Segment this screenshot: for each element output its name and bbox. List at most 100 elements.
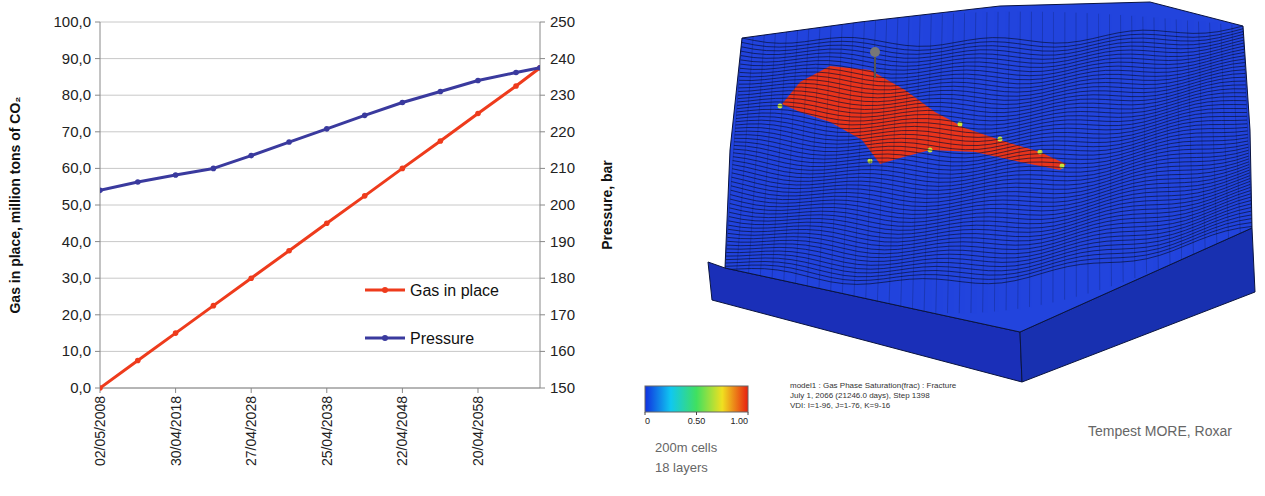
grid-line-3d bbox=[748, 35, 764, 275]
series-marker bbox=[248, 275, 254, 281]
legend-label: Pressure bbox=[410, 330, 474, 347]
grid-line-3d bbox=[784, 30, 798, 286]
grid-line bbox=[100, 22, 540, 23]
grid-note: 200m cells bbox=[655, 440, 718, 455]
grid-line-3d bbox=[1176, 19, 1182, 259]
grid-line-3d bbox=[734, 131, 1248, 166]
grid-line-3d bbox=[948, 14, 954, 314]
series-marker bbox=[324, 221, 330, 227]
x-tick-label: 02/05/2008 bbox=[92, 396, 108, 466]
colorbar-tick bbox=[645, 412, 646, 415]
grid-line-3d bbox=[726, 211, 1251, 269]
y-tick-label: 80,0 bbox=[62, 86, 91, 103]
y-tick bbox=[95, 388, 100, 389]
grid-line-3d bbox=[994, 12, 998, 312]
y2-tick-label: 230 bbox=[550, 86, 575, 103]
well-head bbox=[870, 47, 880, 57]
y2-tick-label: 160 bbox=[550, 342, 575, 359]
caption: VDI: I=1-96, J=1-76, K=9-16 bbox=[790, 401, 891, 410]
y2-tick bbox=[540, 95, 545, 96]
grid-line-3d bbox=[741, 40, 1244, 66]
series-marker bbox=[362, 113, 368, 119]
y-tick-label: 60,0 bbox=[62, 159, 91, 176]
y2-tick bbox=[540, 278, 545, 279]
y-tick bbox=[95, 351, 100, 352]
grid-line-3d bbox=[1109, 14, 1111, 286]
grid-line-3d bbox=[819, 25, 831, 295]
grid-line-3d bbox=[983, 12, 987, 312]
grid-line-3d bbox=[1232, 25, 1240, 233]
plume-edge bbox=[868, 159, 873, 164]
grid-note: 18 layers bbox=[655, 460, 708, 475]
grid-line-3d bbox=[731, 156, 1248, 198]
grid-line-3d bbox=[1243, 26, 1252, 228]
grid-line-3d bbox=[738, 77, 1246, 109]
x-axis bbox=[100, 388, 540, 389]
grid-line-3d bbox=[736, 101, 1247, 134]
grid-line bbox=[100, 278, 540, 279]
grid-line-3d bbox=[740, 49, 1244, 78]
grid-line bbox=[100, 95, 540, 96]
series-marker bbox=[438, 89, 444, 95]
y2-axis-title: Pressure, bar bbox=[599, 160, 615, 250]
grid-line-3d bbox=[1187, 20, 1193, 254]
y-tick-label: 20,0 bbox=[62, 306, 91, 323]
y-tick bbox=[95, 22, 100, 23]
y-tick-label: 50,0 bbox=[62, 196, 91, 213]
grid-line-3d bbox=[1210, 23, 1217, 244]
x-tick bbox=[402, 388, 403, 393]
grid-line-3d bbox=[740, 43, 1244, 70]
colorbar-label: 0.50 bbox=[688, 416, 706, 426]
series-marker bbox=[513, 70, 519, 76]
grid-line-3d bbox=[728, 187, 1250, 242]
y-tick-label: 70,0 bbox=[62, 123, 91, 140]
grid-line-3d bbox=[725, 223, 1252, 281]
y-tick-label: 40,0 bbox=[62, 233, 91, 250]
grid-line-3d bbox=[1052, 12, 1054, 302]
y2-tick bbox=[540, 58, 545, 59]
model-view: 00.501.00model1 : Gas Phase Saturation(f… bbox=[645, 2, 1255, 475]
grid-line bbox=[100, 314, 540, 315]
legend-marker bbox=[382, 335, 388, 341]
y-axis bbox=[100, 22, 101, 388]
grid-line-3d bbox=[733, 138, 1248, 175]
grid-line-3d bbox=[1064, 12, 1065, 299]
series-marker bbox=[400, 100, 406, 106]
grid-line-3d bbox=[726, 208, 1251, 266]
y2-tick bbox=[540, 168, 545, 169]
series-marker bbox=[362, 193, 368, 199]
y-tick-label: 30,0 bbox=[62, 269, 91, 286]
grid-line-3d bbox=[830, 24, 842, 298]
grid-line-3d bbox=[737, 85, 1246, 117]
grid-line-3d bbox=[732, 153, 1249, 194]
grid-line-3d bbox=[1041, 12, 1042, 305]
grid-line-3d bbox=[877, 19, 886, 307]
colorbar-tick bbox=[696, 412, 697, 415]
series-line bbox=[100, 68, 540, 191]
x-tick bbox=[175, 388, 176, 393]
series-marker bbox=[173, 172, 179, 178]
x-tick bbox=[251, 388, 252, 393]
y2-tick-label: 220 bbox=[550, 123, 575, 140]
x-tick bbox=[477, 388, 478, 393]
grid-line-3d bbox=[739, 63, 1245, 94]
grid-line-3d bbox=[734, 124, 1247, 158]
y2-tick-label: 190 bbox=[550, 233, 575, 250]
grid-line-3d bbox=[730, 167, 1249, 214]
series-marker bbox=[211, 166, 217, 172]
x-tick-label: 25/04/2038 bbox=[319, 396, 335, 466]
grid-line-3d bbox=[842, 22, 853, 300]
software-label: Tempest MORE, Roxar bbox=[1088, 423, 1232, 439]
colorbar-label: 1.00 bbox=[730, 416, 748, 426]
grid-line-3d bbox=[889, 18, 898, 309]
caption: model1 : Gas Phase Saturation(frac) : Fr… bbox=[790, 381, 957, 390]
y-tick bbox=[95, 168, 100, 169]
legend-marker bbox=[382, 287, 388, 293]
caption: July 1, 2066 (21246.0 days), Step 1398 bbox=[790, 391, 930, 400]
y-tick-label: 0,0 bbox=[70, 379, 91, 396]
grid-line bbox=[100, 241, 540, 242]
series-marker bbox=[100, 188, 103, 194]
grid-line-3d bbox=[740, 52, 1245, 82]
grid-line-3d bbox=[1154, 18, 1158, 269]
y-tick bbox=[95, 278, 100, 279]
